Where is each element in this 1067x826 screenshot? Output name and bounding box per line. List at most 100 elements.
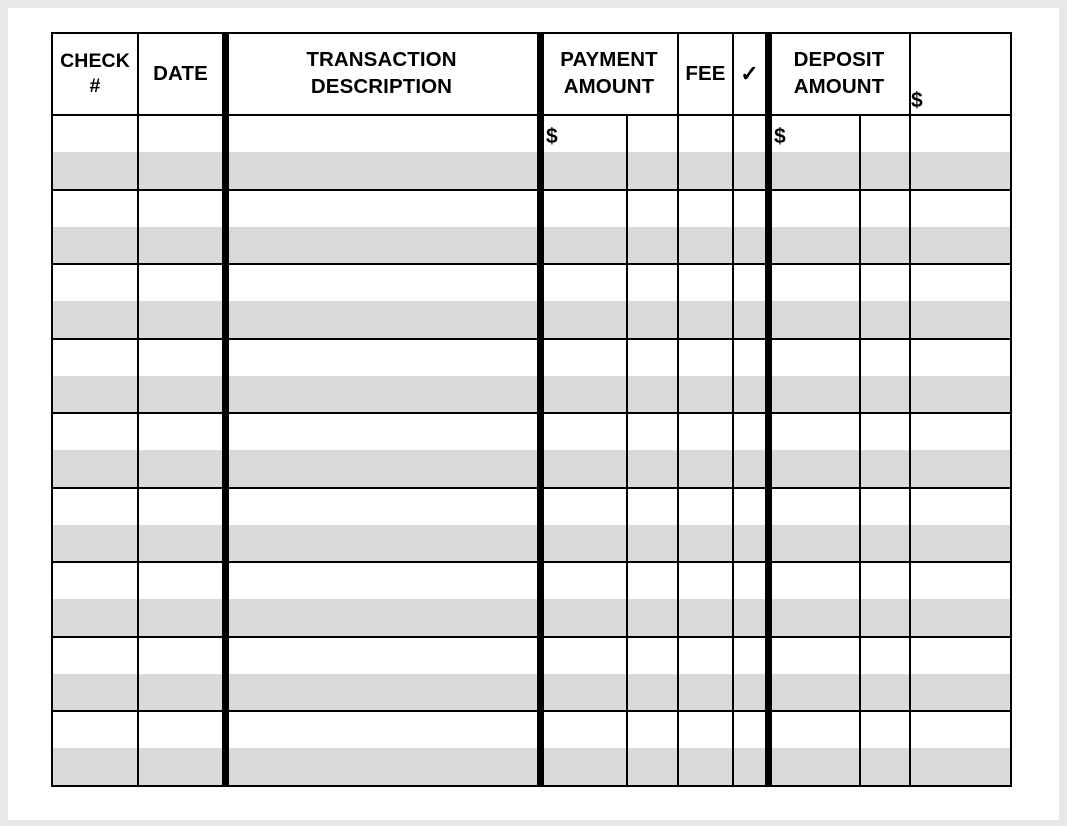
cell-deposit[interactable]: [765, 337, 861, 414]
cell-payment[interactable]: [537, 486, 628, 563]
cell-desc[interactable]: [222, 710, 540, 787]
cell-balance[interactable]: [909, 635, 1013, 712]
cell-check[interactable]: [51, 114, 139, 191]
cell-desc[interactable]: [222, 412, 540, 489]
header-line-transaction: TRANSACTION: [306, 48, 457, 72]
cell-dollar-sign: $: [774, 125, 786, 148]
cell-fee[interactable]: [677, 114, 734, 191]
cell-fee[interactable]: [677, 561, 734, 638]
cell-deposit[interactable]: $: [765, 114, 861, 191]
cell-fee[interactable]: [677, 263, 734, 340]
cell-payment_cents[interactable]: [626, 486, 679, 563]
cell-deposit_cents[interactable]: [858, 337, 912, 414]
cell-deposit_cents[interactable]: [858, 635, 912, 712]
cell-payment[interactable]: [537, 710, 628, 787]
cell-deposit_cents[interactable]: [858, 710, 912, 787]
cell-deposit_cents[interactable]: [858, 263, 912, 340]
cell-payment[interactable]: [537, 561, 628, 638]
cell-deposit[interactable]: [765, 561, 861, 638]
cell-date[interactable]: [137, 635, 225, 712]
cell-tick[interactable]: [732, 561, 768, 638]
cell-check[interactable]: [51, 710, 139, 787]
cell-payment_cents[interactable]: [626, 710, 679, 787]
cell-tick[interactable]: [732, 188, 768, 265]
cell-tick[interactable]: [732, 337, 768, 414]
cell-desc[interactable]: [222, 337, 540, 414]
table-row: [51, 710, 1013, 787]
cell-payment_cents[interactable]: [626, 263, 679, 340]
cell-check[interactable]: [51, 561, 139, 638]
cell-payment[interactable]: [537, 635, 628, 712]
cell-fee[interactable]: [677, 412, 734, 489]
column-header-payment-amount: PAYMENT AMOUNT: [537, 32, 679, 116]
cell-check[interactable]: [51, 486, 139, 563]
cell-deposit_cents[interactable]: [858, 114, 912, 191]
cell-desc[interactable]: [222, 561, 540, 638]
cell-tick[interactable]: [732, 263, 768, 340]
checkmark-icon: ✓: [732, 32, 768, 116]
cell-date[interactable]: [137, 412, 225, 489]
cell-check[interactable]: [51, 635, 139, 712]
cell-desc[interactable]: [222, 188, 540, 265]
cell-check[interactable]: [51, 337, 139, 414]
cell-deposit[interactable]: [765, 412, 861, 489]
cell-date[interactable]: [137, 114, 225, 191]
cell-desc[interactable]: [222, 486, 540, 563]
cell-deposit_cents[interactable]: [858, 561, 912, 638]
cell-fee[interactable]: [677, 710, 734, 787]
cell-payment[interactable]: [537, 412, 628, 489]
cell-payment[interactable]: [537, 188, 628, 265]
cell-deposit[interactable]: [765, 710, 861, 787]
cell-date[interactable]: [137, 337, 225, 414]
cell-payment_cents[interactable]: [626, 561, 679, 638]
cell-fee[interactable]: [677, 188, 734, 265]
cell-fee[interactable]: [677, 635, 734, 712]
cell-deposit[interactable]: [765, 486, 861, 563]
cell-payment_cents[interactable]: [626, 337, 679, 414]
cell-desc[interactable]: [222, 635, 540, 712]
cell-date[interactable]: [137, 188, 225, 265]
cell-date[interactable]: [137, 486, 225, 563]
table-row: [51, 635, 1013, 712]
cell-date[interactable]: [137, 710, 225, 787]
cell-tick[interactable]: [732, 114, 768, 191]
cell-payment_cents[interactable]: [626, 412, 679, 489]
table-row: [51, 412, 1013, 489]
cell-desc[interactable]: [222, 263, 540, 340]
cell-check[interactable]: [51, 412, 139, 489]
cell-check[interactable]: [51, 263, 139, 340]
cell-desc[interactable]: [222, 114, 540, 191]
cell-fee[interactable]: [677, 337, 734, 414]
cell-payment_cents[interactable]: [626, 188, 679, 265]
cell-payment_cents[interactable]: [626, 635, 679, 712]
cell-balance[interactable]: [909, 263, 1013, 340]
cell-payment_cents[interactable]: [626, 114, 679, 191]
cell-balance[interactable]: [909, 188, 1013, 265]
cell-tick[interactable]: [732, 486, 768, 563]
cell-tick[interactable]: [732, 412, 768, 489]
cell-balance[interactable]: [909, 486, 1013, 563]
cell-deposit_cents[interactable]: [858, 486, 912, 563]
table-row: [51, 486, 1013, 563]
cell-fee[interactable]: [677, 486, 734, 563]
cell-deposit_cents[interactable]: [858, 412, 912, 489]
cell-deposit[interactable]: [765, 188, 861, 265]
cell-tick[interactable]: [732, 710, 768, 787]
cell-deposit_cents[interactable]: [858, 188, 912, 265]
cell-check[interactable]: [51, 188, 139, 265]
cell-payment[interactable]: [537, 337, 628, 414]
cell-balance[interactable]: [909, 114, 1013, 191]
cell-date[interactable]: [137, 263, 225, 340]
cell-payment[interactable]: [537, 263, 628, 340]
cell-balance[interactable]: [909, 710, 1013, 787]
cell-balance[interactable]: [909, 337, 1013, 414]
cell-balance[interactable]: [909, 412, 1013, 489]
cell-tick[interactable]: [732, 635, 768, 712]
cell-date[interactable]: [137, 561, 225, 638]
cell-deposit[interactable]: [765, 635, 861, 712]
cell-deposit[interactable]: [765, 263, 861, 340]
cell-balance[interactable]: [909, 561, 1013, 638]
table-row: [51, 263, 1013, 340]
header-line-amount-payment: AMOUNT: [563, 75, 655, 98]
cell-payment[interactable]: $: [537, 114, 628, 191]
